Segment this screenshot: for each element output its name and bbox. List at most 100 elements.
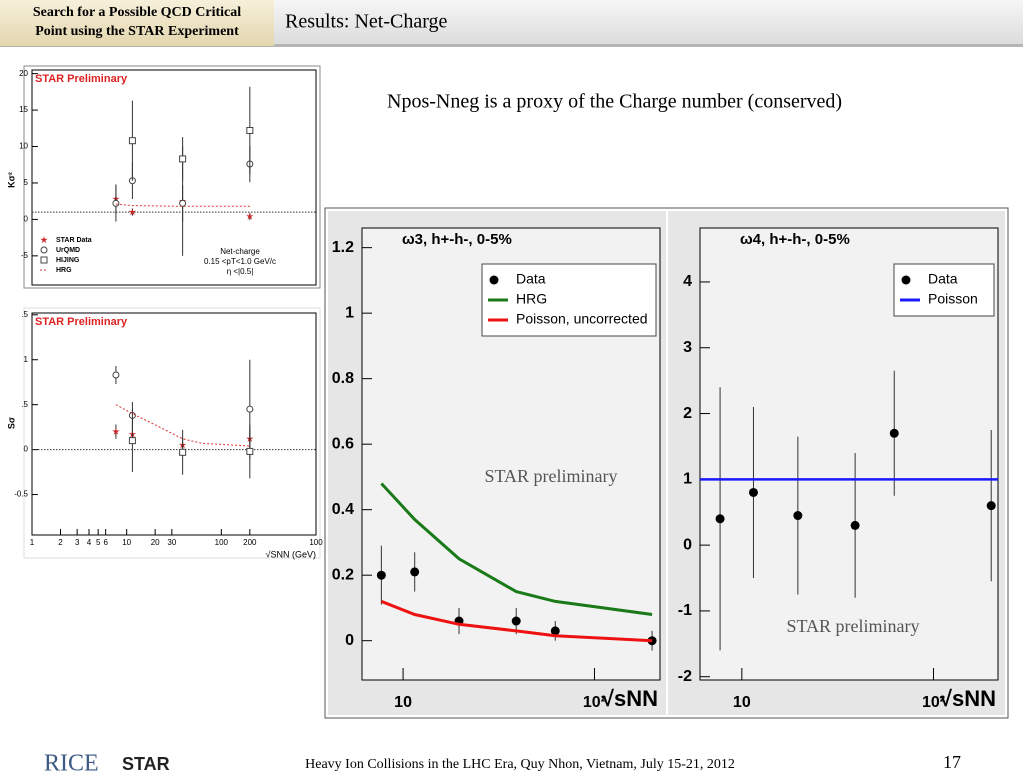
chart-title: STAR Preliminary	[35, 316, 128, 328]
x-tick-label: 6	[103, 538, 108, 547]
header-box	[0, 0, 274, 46]
series-line	[380, 600, 653, 643]
legend-label: STAR Data	[56, 237, 92, 244]
y-tick-label: 1	[683, 471, 692, 488]
marker	[128, 137, 136, 145]
header-rule	[0, 44, 1023, 47]
legend-box	[481, 263, 657, 337]
y-tick-label: -5	[21, 251, 29, 260]
y-axis-label: Sσ	[6, 417, 16, 429]
x-tick-label: 1	[30, 538, 35, 547]
series-line	[115, 203, 250, 207]
marker	[715, 514, 725, 524]
marker	[112, 199, 120, 207]
y-tick-label: -0.5	[14, 490, 28, 499]
x-axis-label: √sNN	[602, 686, 658, 711]
y-tick-label: 4	[683, 273, 692, 290]
marker	[511, 616, 521, 626]
header-box-line: Search for a Possible QCD Critical	[33, 5, 241, 20]
y-tick-label: 1	[24, 355, 29, 364]
annotation: STAR preliminary	[786, 616, 919, 636]
plot-area	[31, 312, 317, 536]
marker	[128, 208, 137, 216]
x-tick-label: 5	[96, 538, 101, 547]
marker	[40, 256, 48, 264]
marker	[850, 520, 860, 530]
marker	[179, 448, 187, 456]
x-tick-label: 10²	[922, 694, 945, 711]
marker	[889, 428, 899, 438]
marker	[40, 236, 48, 244]
page-number: 17	[943, 752, 961, 772]
y-tick-label: 15	[19, 105, 28, 114]
y-tick-label: .5	[21, 400, 28, 409]
marker	[410, 567, 420, 577]
x-tick-label: 10	[394, 694, 412, 711]
chart-title: ω3, h+-h-, 0-5%	[402, 231, 512, 248]
marker	[112, 371, 120, 379]
legend-label: UrQMD	[56, 247, 80, 254]
y-tick-label: -2	[678, 668, 692, 685]
chart-frame	[23, 65, 321, 289]
legend-label: HIJING	[56, 257, 80, 264]
chart-frame	[23, 307, 321, 559]
header-box-line: Point using the STAR Experiment	[35, 24, 239, 39]
x-axis-label: √sNN	[940, 686, 996, 711]
y-tick-label: 0.8	[332, 370, 354, 387]
marker	[901, 275, 911, 285]
logo-star: STAR	[122, 754, 170, 774]
x-tick-label: 200	[243, 538, 257, 547]
x-tick-label: 3	[75, 538, 80, 547]
y-tick-label: 10	[19, 142, 28, 151]
x-tick-label: 10	[122, 538, 131, 547]
logo-rice: RICE	[44, 751, 99, 777]
x-tick-label: 100	[309, 538, 323, 547]
marker	[246, 447, 254, 455]
x-tick-label: 20	[151, 538, 160, 547]
y-tick-label: 20	[19, 69, 28, 78]
marker	[246, 405, 254, 413]
marker	[246, 212, 254, 220]
marker	[793, 511, 803, 521]
marker	[128, 437, 136, 445]
legend-label: Poisson	[928, 291, 978, 307]
annotation: 0.15 <pT<1.0 GeV/c	[204, 257, 276, 266]
y-tick-label: 0	[24, 445, 29, 454]
x-tick-label: 10²	[583, 694, 606, 711]
y-tick-label: -1	[678, 602, 692, 619]
y-tick-label: 5	[24, 178, 29, 187]
x-tick-label: 30	[167, 538, 176, 547]
marker	[40, 246, 48, 254]
plot-area	[31, 69, 317, 286]
y-tick-label: 3	[683, 339, 692, 356]
y-tick-label: 0	[24, 215, 29, 224]
marker	[179, 199, 187, 207]
y-tick-label: 0.2	[332, 566, 354, 583]
y-tick-label: 0.4	[332, 501, 354, 518]
y-tick-label: 2	[683, 405, 692, 422]
marker	[112, 427, 120, 435]
x-axis-label: √SNN (GeV)	[266, 549, 316, 559]
legend-label: Data	[928, 271, 958, 287]
marker	[986, 501, 996, 511]
marker	[748, 487, 758, 497]
slide-title: Results: Net-Charge	[285, 11, 448, 33]
marker	[179, 155, 187, 163]
y-tick-label: 0	[345, 632, 354, 649]
x-tick-label: 4	[87, 538, 92, 547]
legend-label: Poisson, uncorrected	[516, 311, 648, 327]
y-tick-label: 0.6	[332, 435, 354, 452]
legend-label: HRG	[516, 291, 547, 307]
chart-title: ω4, h+-h-, 0-5%	[740, 231, 850, 248]
x-tick-label: 2	[58, 538, 63, 547]
body-text: Npos-Nneg is a proxy of the Charge numbe…	[387, 91, 842, 113]
annotation: STAR preliminary	[484, 466, 617, 486]
y-tick-label: .5	[21, 310, 28, 319]
y-axis-label: Kσ²	[6, 172, 16, 188]
y-tick-label: 0	[683, 536, 692, 553]
legend-box	[893, 263, 995, 317]
series-line	[380, 482, 653, 616]
y-tick-label: 1.2	[332, 239, 354, 256]
